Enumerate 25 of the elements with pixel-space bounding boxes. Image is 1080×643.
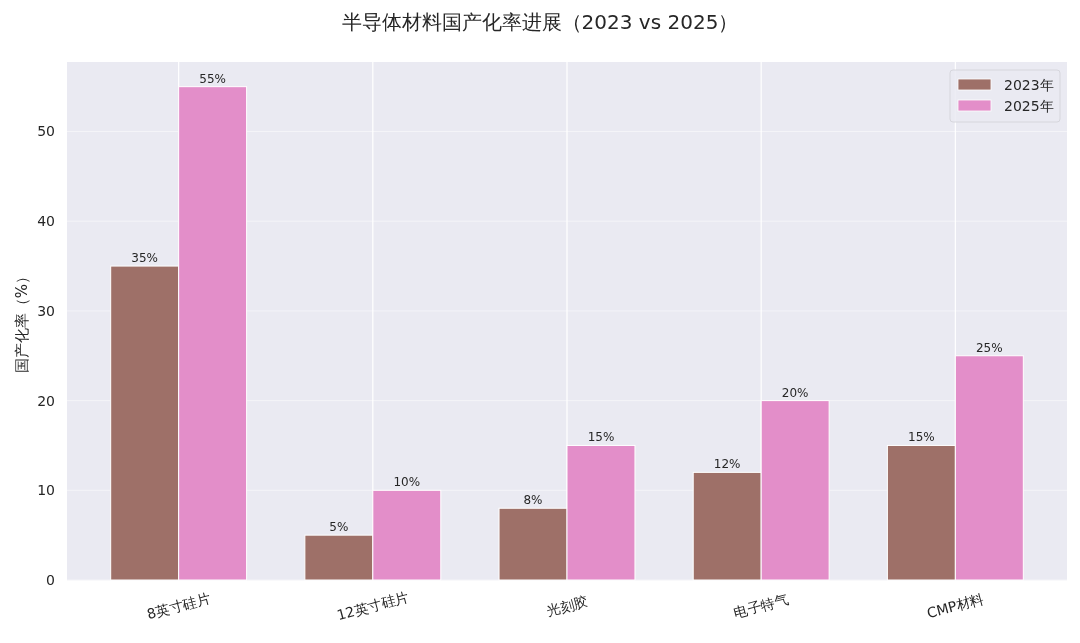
y-tick-label: 20	[37, 392, 55, 409]
data-label: 10%	[393, 475, 421, 490]
y-tick-label: 0	[46, 571, 55, 588]
data-label: 25%	[975, 340, 1003, 355]
data-label: 35%	[131, 251, 159, 266]
data-label: 20%	[781, 385, 809, 400]
data-label: 15%	[908, 430, 935, 445]
data-label: 8%	[523, 493, 543, 508]
data-label: 5%	[329, 520, 349, 535]
y-axis-title: 国产化率（%）	[13, 268, 32, 374]
x-tick-label: CMP材料	[925, 590, 986, 622]
data-label: 15%	[587, 430, 615, 445]
y-tick-label: 50	[37, 123, 55, 140]
y-tick-label: 30	[37, 302, 55, 319]
chart-title: 半导体材料国产化率进展（2023 vs 2025）	[341, 10, 739, 34]
data-label: 12%	[713, 457, 741, 472]
x-tick-label: 12英寸硅片	[335, 588, 411, 624]
y-tick-label: 40	[37, 213, 55, 230]
y-tick-label: 10	[37, 482, 55, 499]
x-tick-label: 8英寸硅片	[145, 589, 213, 623]
x-tick-label: 电子特气	[732, 590, 791, 621]
legend-label: 2023年	[1004, 76, 1054, 93]
data-label: 55%	[199, 71, 226, 86]
legend-label: 2025年	[1004, 97, 1054, 114]
x-tick-label: 光刻胶	[544, 592, 590, 620]
